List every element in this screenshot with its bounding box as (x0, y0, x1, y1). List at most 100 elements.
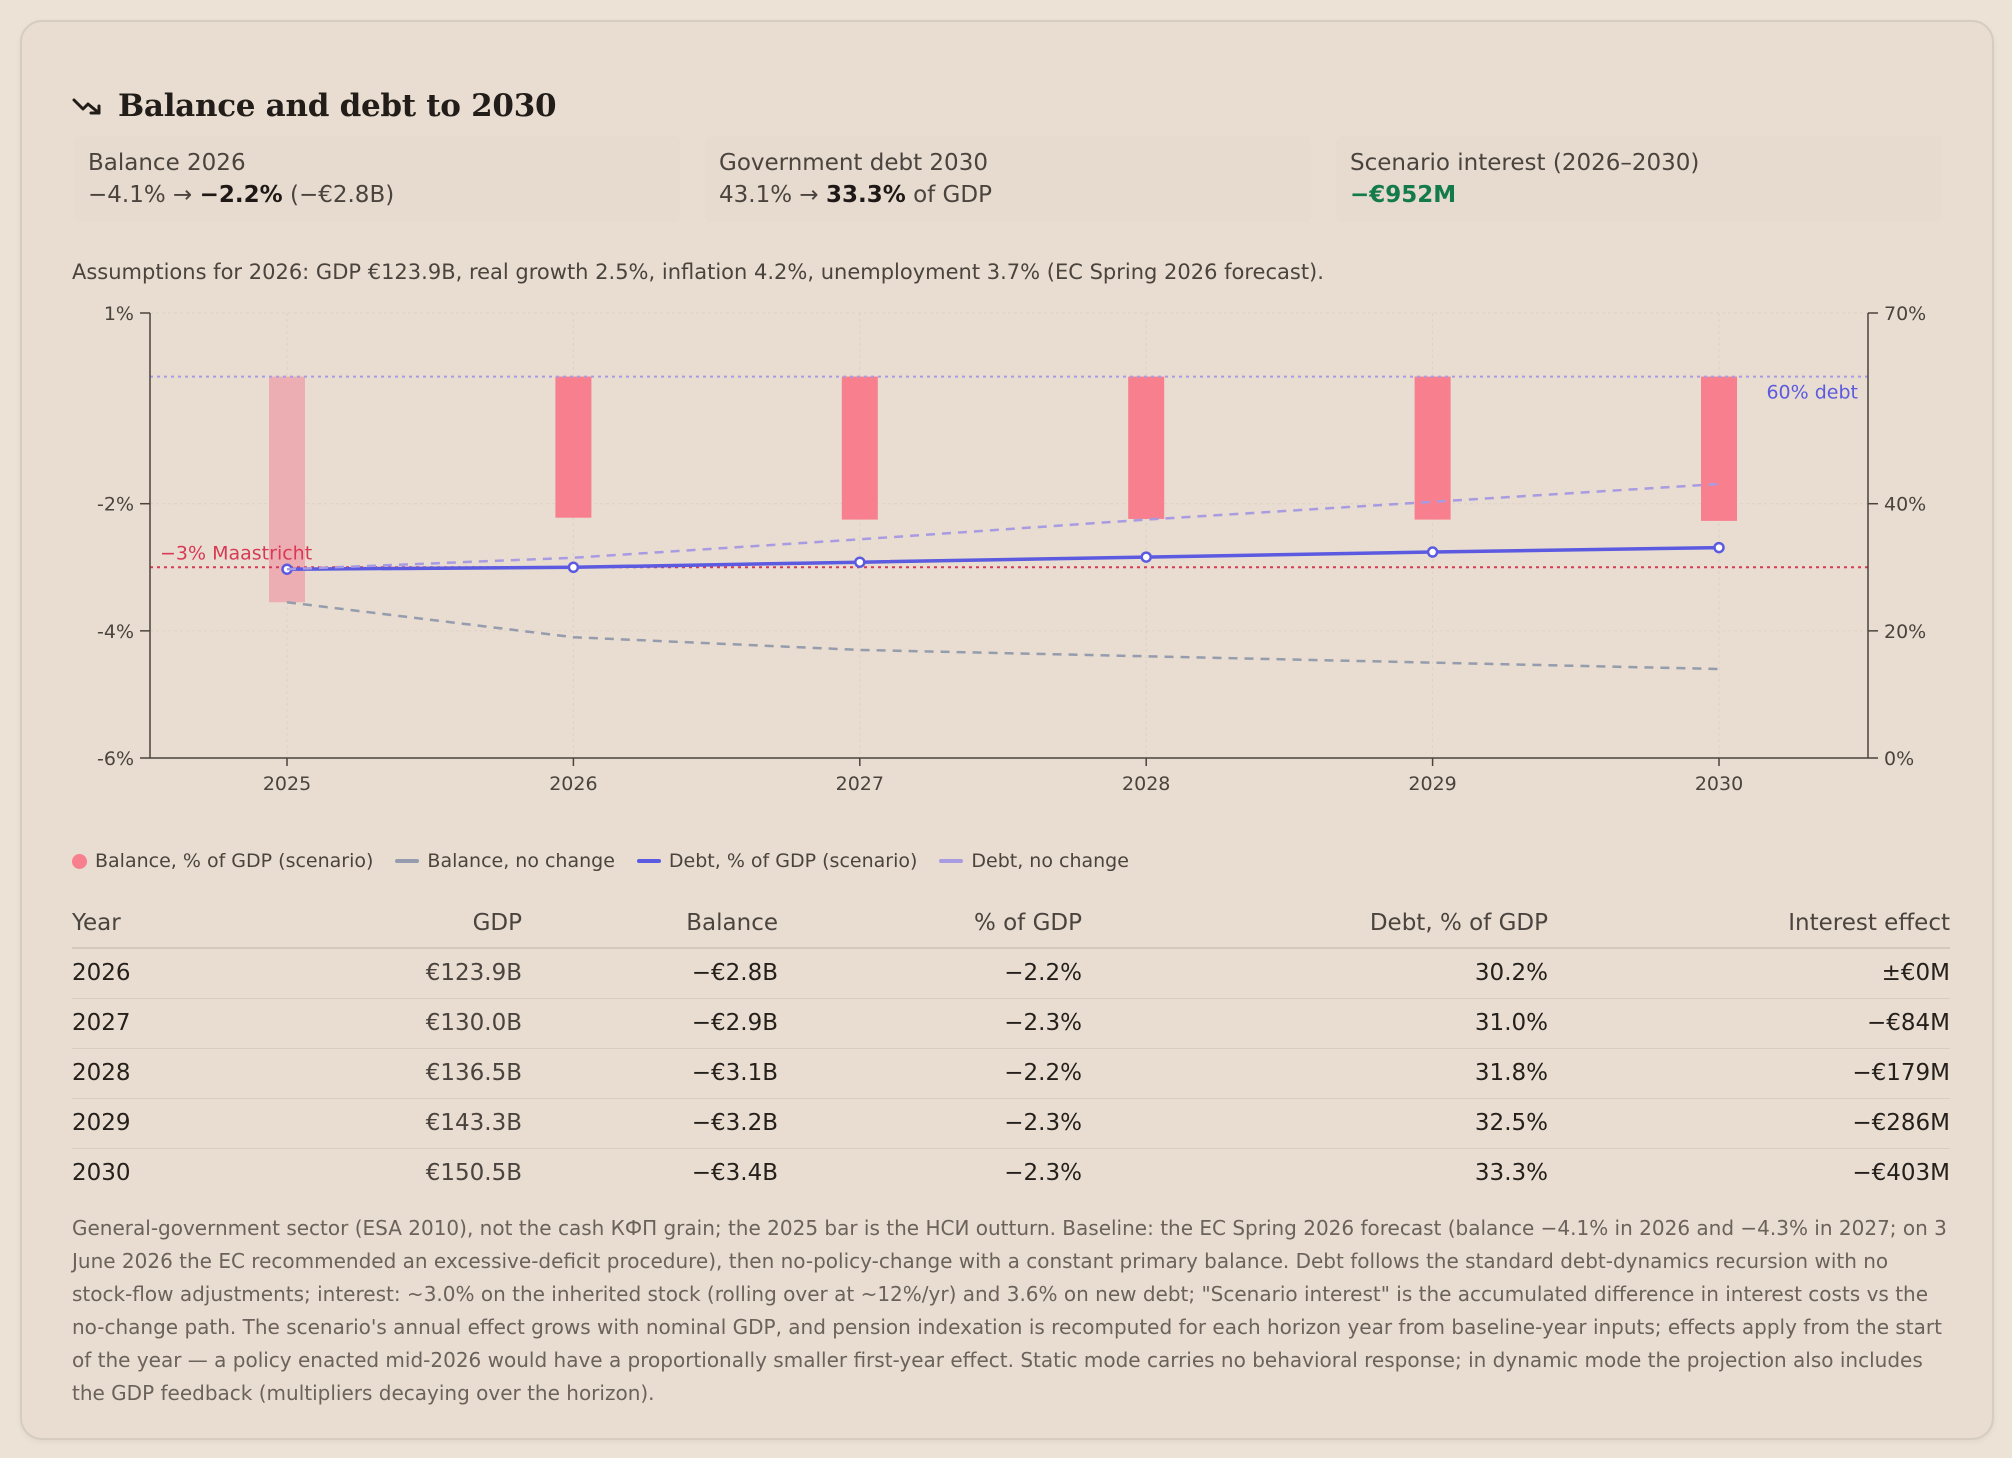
legend-swatch (72, 853, 87, 869)
table-cell: −€2.9B (522, 998, 778, 1049)
legend-item: Balance, no change (395, 850, 615, 872)
legend-label: Debt, % of GDP (scenario) (668, 850, 918, 872)
table-cell: −€3.4B (691, 1160, 778, 1187)
table-cell: −2.2% (778, 1048, 1082, 1099)
projection-table: Year GDP Balance% of GDP Debt, % of GDP Inte… (72, 898, 1950, 1198)
series-line-debt-no-change (286, 482, 1720, 571)
methodology-footnote: General-government sector (ESA 2010), no… (72, 1216, 1947, 1405)
debt-point-2027 (854, 556, 866, 568)
chart-legend: Balance, % of GDP (scenario) Balance, no … (72, 844, 1129, 878)
balance-bar-2028 (1128, 376, 1165, 519)
legend-label: Debt, no change (971, 850, 1129, 872)
left-tick-label: -2% (97, 494, 134, 516)
table-cell: 31.0% (1082, 998, 1548, 1049)
trending-down-icon (72, 98, 101, 115)
legend-item: Debt, no change (939, 850, 1129, 872)
series-line-debt-of-gdp-scenario- (286, 545, 1720, 571)
table-cell: −2.3% (778, 998, 1082, 1049)
table-cell: −2.3% (778, 1098, 1082, 1149)
right-tick-label: 70% (1884, 303, 1926, 325)
balance-bar-2030 (1701, 376, 1737, 521)
balance-debt-chart: 60% debt −3% Maastricht 1% -2% -4% -6% 70% 40% 2… (97, 303, 1926, 795)
stat-government-debt-2030: Government debt 2030 43.1% → 33.3% of GD… (705, 136, 1311, 222)
x-tick-label: 2030 (1695, 773, 1743, 795)
x-tick-label: 2025 (263, 773, 311, 795)
left-tick-label: -6% (97, 748, 134, 770)
stat-scenario-interest: Scenario interest (2026–2030) −€952M (1336, 136, 1942, 222)
table-header-row: Year GDP Balance% of GDP Debt, % of GDP Inte… (72, 898, 1950, 949)
table-row: 2027 €130.0B −€2.9B −2.3% 31.0% −€84M (72, 998, 1950, 1049)
stat-value: −4.1% → −2.2% (−€2.8B) (88, 182, 395, 208)
x-tick-label: 2028 (1122, 773, 1170, 795)
right-tick-label: 20% (1884, 621, 1926, 643)
legend-label: Balance, % of GDP (scenario) (95, 850, 374, 872)
legend-label: Balance, no change (427, 850, 615, 872)
balance-bar-2026 (555, 376, 592, 518)
x-tick-label: 2027 (836, 773, 884, 795)
table-header-cell: GDP (222, 898, 522, 949)
table-cell: −€3.2B (522, 1098, 778, 1149)
legend-swatch (636, 859, 661, 863)
legend-item: Debt, % of GDP (scenario) (636, 850, 918, 872)
right-tick-label: 40% (1884, 494, 1926, 516)
table-cell: −2.3% (1004, 1160, 1082, 1187)
legend-swatch (939, 859, 964, 863)
table-cell: −€84M (1548, 998, 1950, 1049)
debt-point-2028 (1140, 551, 1152, 563)
x-tick-label: 2029 (1408, 773, 1456, 795)
table-cell: 2029 (72, 1098, 222, 1149)
table-row: 2028 €136.5B −€3.1B −2.2% 31.8% −€179M (72, 1048, 1950, 1099)
balance-bar-2029 (1414, 376, 1451, 520)
table-header-cell: % of GDP (778, 898, 1082, 949)
stat-label: Government debt 2030 (719, 150, 988, 176)
table-cell: ±€0M (1548, 948, 1950, 999)
table-row: 2029 €143.3B −€3.2B −2.3% 32.5% −€286M (72, 1098, 1950, 1149)
table-cell: 31.8% (1082, 1048, 1548, 1099)
table-cell: 2028 (72, 1048, 222, 1099)
left-tick-label: 1% (104, 303, 134, 325)
table-cell: −€403M (1852, 1160, 1950, 1187)
table-header-cell: Debt, % of GDP (1082, 898, 1548, 949)
table-cell: −2.2% (778, 948, 1082, 999)
table-cell: €123.9B (222, 948, 522, 999)
table-header-cell: Balance (522, 898, 778, 949)
stat-value: 43.1% → 33.3% of GDP (719, 182, 992, 208)
maastricht-label: −3% Maastricht (160, 542, 312, 564)
table-row: 2030 €150.5B −€3.4B −2.3% 33.3% −€403M (72, 1148, 1950, 1198)
series-line-balance-no-change (286, 601, 1720, 671)
table-cell: −€286M (1548, 1098, 1950, 1149)
table-cell: −€2.8B (522, 948, 778, 999)
legend-swatch (395, 859, 420, 863)
stat-label: Scenario interest (2026–2030) (1350, 150, 1700, 176)
table-cell: −€3.1B (522, 1048, 778, 1099)
debt-threshold-label: 60% debt (1766, 382, 1858, 404)
balance-debt-card: Balance and debt to 2030 Balance 2026 −4… (20, 20, 1994, 1440)
table-cell: 2027 (72, 998, 222, 1049)
balance-bar-2027 (841, 376, 878, 520)
table-header-cell: Interest effect (1548, 898, 1950, 949)
table-cell: 33.3% (1474, 1160, 1548, 1187)
debt-point-2030 (1713, 541, 1725, 554)
stat-value: −€952M (1350, 182, 1457, 208)
debt-point-2029 (1426, 546, 1439, 558)
table-cell: 2030 (72, 1160, 131, 1187)
table-cell: 2026 (72, 948, 222, 999)
table-cell: €150.5B (425, 1160, 522, 1187)
assumptions-text: Assumptions for 2026: GDP €123.9B, real … (72, 260, 1324, 284)
table-cell: €130.0B (222, 998, 522, 1049)
left-tick-label: -4% (97, 621, 134, 643)
right-tick-label: 0% (1884, 748, 1914, 770)
table-cell: 32.5% (1082, 1098, 1548, 1149)
legend-item: Balance, % of GDP (scenario) (72, 850, 373, 872)
table-cell: 30.2% (1082, 948, 1548, 999)
stat-label: Balance 2026 (88, 150, 246, 176)
stat-balance-2026: Balance 2026 −4.1% → −2.2% (−€2.8B) (74, 136, 680, 222)
debt-point-2026 (567, 561, 580, 574)
x-tick-label: 2026 (549, 773, 597, 795)
table-cell: −€179M (1548, 1048, 1950, 1099)
card-title: Balance and debt to 2030 (118, 88, 557, 124)
table-cell: €143.3B (222, 1098, 522, 1149)
card-header: Balance and debt to 2030 (72, 78, 557, 134)
table-cell: €136.5B (222, 1048, 522, 1099)
table-row: 2026 €123.9B −€2.8B −2.2% 30.2% ±€0M (72, 948, 1950, 999)
